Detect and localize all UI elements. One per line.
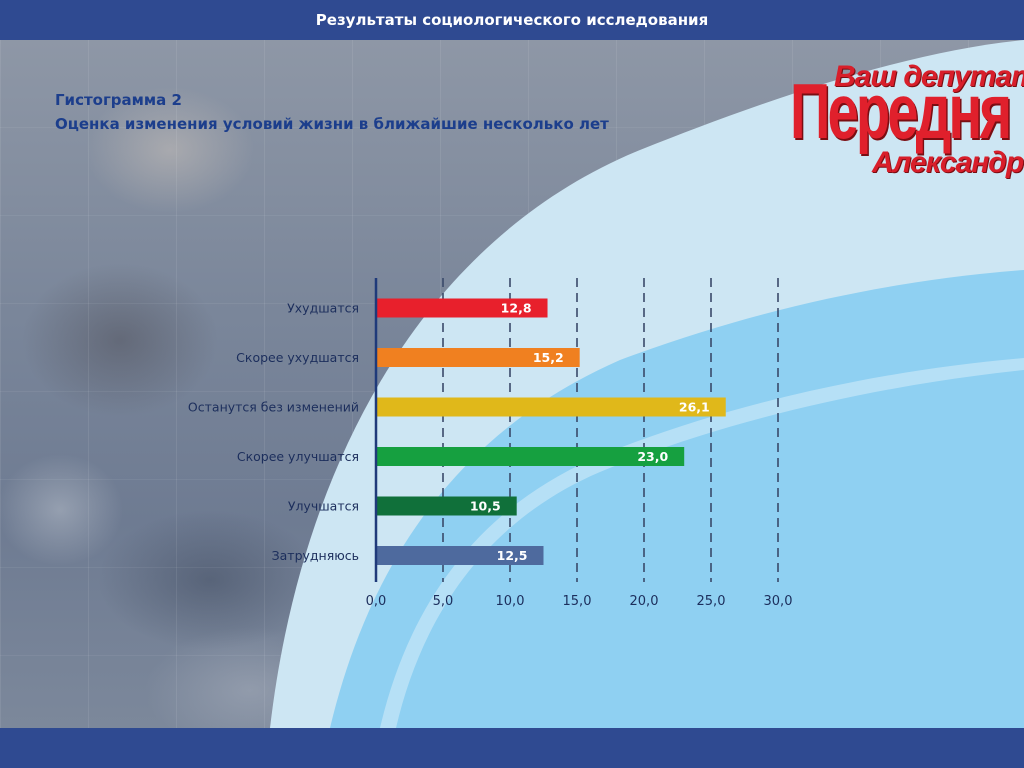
category-label: Скорее улучшатся xyxy=(237,449,359,464)
bar-value-label: 12,5 xyxy=(497,548,528,563)
subtitle-block: Гистограмма 2 Оценка изменения условий ж… xyxy=(55,88,609,136)
bar xyxy=(376,298,548,318)
logo: Передня Ваш депутат Александр xyxy=(790,60,1024,185)
bar xyxy=(376,397,726,417)
x-tick-label: 0,0 xyxy=(366,594,387,609)
header-title: Результаты социологического исследования xyxy=(315,11,709,29)
chart-number: Гистограмма 2 xyxy=(55,91,182,109)
category-label: Затрудняюсь xyxy=(272,548,359,563)
bar-value-label: 15,2 xyxy=(533,350,564,365)
bar xyxy=(376,496,517,516)
category-label: Улучшатся xyxy=(288,499,359,514)
bar xyxy=(376,447,685,466)
bar-value-label: 23,0 xyxy=(637,449,668,464)
category-label: Скорее ухудшатся xyxy=(236,350,359,365)
logo-firstname: Александр xyxy=(872,146,1024,179)
x-tick-label: 15,0 xyxy=(563,594,592,609)
chart-caption: Оценка изменения условий жизни в ближайш… xyxy=(55,115,609,133)
x-tick-label: 20,0 xyxy=(630,594,659,609)
bar-value-label: 12,8 xyxy=(501,301,532,316)
logo-surname: Передня xyxy=(790,67,1012,155)
x-tick-label: 30,0 xyxy=(764,594,793,609)
bar xyxy=(376,546,544,565)
category-label: Ухудшатся xyxy=(287,301,359,316)
wave-mid xyxy=(330,270,1024,728)
footer-bar xyxy=(0,728,1024,768)
x-tick-label: 25,0 xyxy=(697,594,726,609)
wave-white-stripe xyxy=(380,358,1024,728)
bar-value-label: 10,5 xyxy=(470,499,501,514)
x-tick-label: 5,0 xyxy=(433,594,454,609)
category-label: Останутся без изменений xyxy=(188,400,359,415)
bar-value-label: 26,1 xyxy=(679,400,710,415)
bar xyxy=(376,348,580,367)
header-bar: Результаты социологического исследования xyxy=(0,0,1024,40)
x-tick-label: 10,0 xyxy=(496,594,525,609)
logo-slogan: Ваш депутат xyxy=(834,60,1024,93)
